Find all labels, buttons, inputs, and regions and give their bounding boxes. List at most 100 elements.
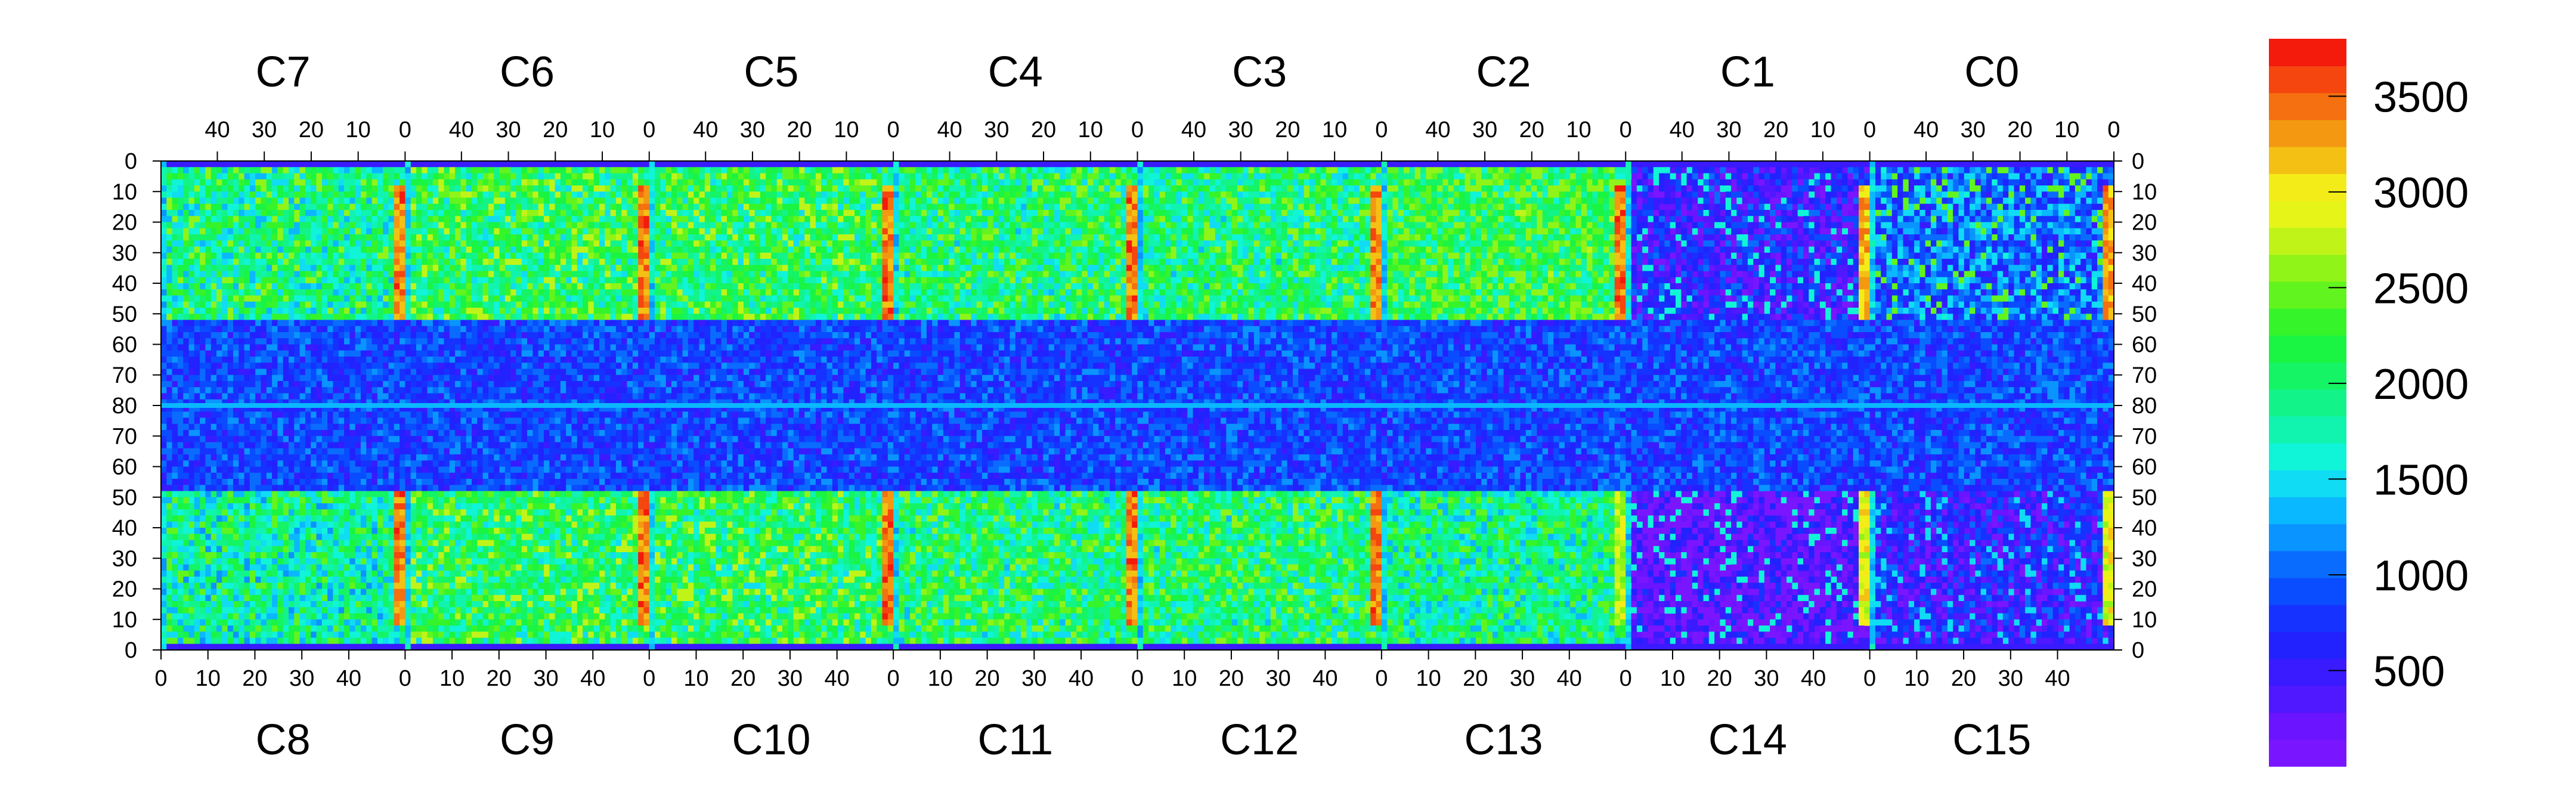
bottom-tick-label: 40 [1557,666,1582,691]
colorbar-segment [2269,685,2346,713]
top-tick-label: 10 [590,117,615,143]
chip-region-c7 [161,161,405,406]
colorbar-segment [2269,200,2346,228]
top-tick-label: 40 [205,117,230,143]
top-tick-label: 30 [1472,117,1497,143]
chip-region-c15 [1870,405,2114,651]
top-tick-label: 10 [2054,117,2079,143]
top-tick-label: 40 [1425,117,1450,143]
left-tick-label: 50 [112,485,137,510]
chip-region-c9 [405,405,649,651]
left-tick-label: 20 [112,210,137,236]
center-row-band [161,403,2114,408]
top-tick-label: 30 [984,117,1009,143]
colorbar-tick-label: 500 [2373,648,2445,695]
chip-region-c0 [1870,161,2114,406]
bottom-tick-label: 0 [1131,666,1144,691]
colorbar-tick-label: 1500 [2373,456,2469,504]
bottom-tick-label: 30 [289,666,314,691]
bottom-tick-label: 20 [242,666,267,691]
bottom-tick-label: 10 [1660,666,1685,691]
chip-label-c13: C13 [1465,716,1543,764]
left-tick-label: 20 [112,577,137,602]
chip-region-c6 [405,161,649,406]
top-tick-label: 10 [346,117,371,143]
top-tick-label: 30 [1228,117,1253,143]
bottom-tick-label: 40 [825,666,850,691]
colorbar-segment [2269,631,2346,659]
chip-label-c12: C12 [1220,716,1299,764]
top-tick-label: 0 [2107,117,2120,143]
chip-label-c0: C0 [1964,48,2019,96]
colorbar-segment [2269,497,2346,524]
top-tick-label: 20 [1275,117,1300,143]
bottom-tick-label: 10 [1172,666,1197,691]
top-tick-label: 0 [1375,117,1388,143]
colorbar-tick-label: 2000 [2373,361,2469,408]
right-tick-label: 60 [2132,455,2157,480]
chip-region-c4 [893,161,1138,406]
colorbar-segment [2269,713,2346,740]
chip-label-c3: C3 [1232,48,1287,96]
left-tick-label: 30 [112,241,137,266]
chip-label-c2: C2 [1476,48,1531,96]
right-tick-label: 0 [2132,149,2144,174]
colorbar-tick-label: 3000 [2373,169,2469,217]
chip-label-c7: C7 [256,48,311,96]
bottom-tick-label: 40 [1801,666,1826,691]
top-tick-label: 20 [1031,117,1056,143]
colorbar-segment [2269,174,2346,201]
top-tick-label: 20 [1519,117,1544,143]
chip-label-c14: C14 [1708,716,1787,764]
right-tick-label: 70 [2132,424,2157,449]
left-tick-label: 10 [112,608,137,633]
chip-region-c13 [1382,405,1626,651]
right-tick-label: 30 [2132,546,2157,571]
colorbar-segment [2269,416,2346,444]
top-tick-label: 20 [2007,117,2032,143]
top-chip-labels: C7 C6 C5 C4 C3 C2 C1 C0 [256,48,2020,96]
chip-region-c11 [893,405,1138,651]
bottom-tick-label: 0 [887,666,900,691]
colorbar-segment [2269,578,2346,605]
chip-label-c5: C5 [744,48,798,96]
bottom-tick-label: 30 [533,666,558,691]
right-tick-label: 50 [2132,302,2157,327]
left-tick-label: 0 [125,638,137,663]
top-tick-label: 30 [1961,117,1986,143]
bottom-tick-label: 20 [487,666,512,691]
right-tick-label: 70 [2132,363,2157,388]
colorbar-segment [2269,470,2346,497]
colorbar-tick-label: 3500 [2373,73,2469,121]
chip-region-c8 [161,405,405,651]
top-tick-label: 0 [1863,117,1876,143]
right-tick-label: 80 [2132,394,2157,419]
right-tick-label: 0 [2132,638,2144,663]
bottom-tick-label: 40 [1069,666,1094,691]
top-tick-label: 40 [1670,117,1695,143]
top-tick-label: 30 [1716,117,1741,143]
top-tick-label: 40 [693,117,718,143]
top-tick-label: 10 [1810,117,1835,143]
bottom-tick-label: 10 [1904,666,1929,691]
colorbar-segment [2269,739,2346,767]
bottom-tick-label: 20 [730,666,756,691]
top-tick-label: 20 [787,117,812,143]
bottom-tick-label: 40 [580,666,605,691]
bottom-tick-label: 10 [439,666,465,691]
top-tick-label: 40 [1181,117,1206,143]
colorbar-segment [2269,443,2346,470]
colorbar-segment [2269,120,2346,147]
right-tick-label: 20 [2132,210,2157,236]
colorbar-segment [2269,66,2346,93]
bottom-tick-label: 0 [1863,666,1876,691]
top-tick-label: 30 [496,117,521,143]
bottom-tick-label: 30 [1266,666,1291,691]
bottom-tick-label: 10 [928,666,953,691]
left-tick-label: 40 [112,516,137,541]
chip-label-c15: C15 [1952,716,2031,764]
bottom-tick-label: 10 [683,666,708,691]
left-tick-label: 70 [112,424,137,449]
